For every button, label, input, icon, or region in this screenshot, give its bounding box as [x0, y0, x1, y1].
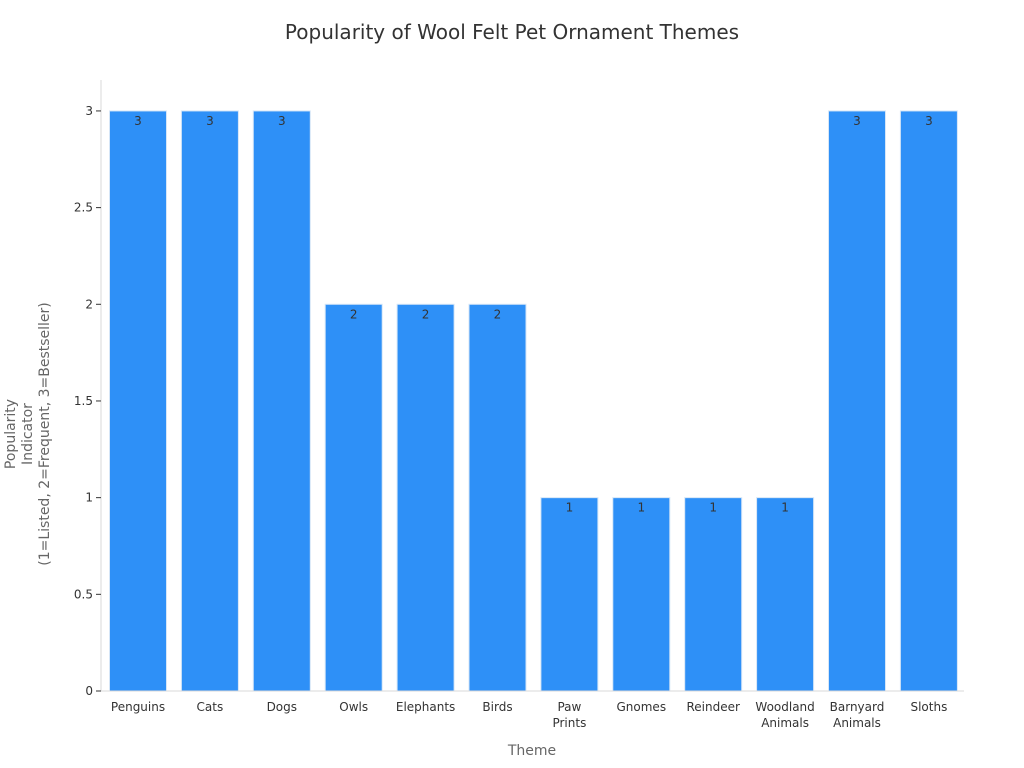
x-tick-label-line: Penguins [111, 700, 165, 714]
y-axis-title-line: Popularity [3, 399, 19, 469]
bar [468, 303, 527, 692]
bar [899, 110, 958, 692]
y-tick-label: 3 [85, 104, 93, 118]
bar [612, 497, 671, 692]
x-tick-label: Barnyard Animals [830, 700, 885, 730]
bar-value-label: 2 [350, 307, 358, 321]
bar-value-label: 1 [566, 501, 574, 515]
x-tick-label: Elephants [396, 700, 455, 714]
x-tick-label: Woodland Animals [755, 700, 814, 730]
x-tick-label-line: Animals [833, 716, 881, 730]
x-tick-label-line: Sloths [910, 700, 947, 714]
bar-value-label: 1 [709, 501, 717, 515]
bar-value-label: 3 [853, 114, 861, 128]
bar-value-label: 2 [422, 307, 430, 321]
bar [396, 303, 455, 692]
x-tick-label-line: Paw [557, 700, 581, 714]
bar-value-label: 3 [134, 114, 142, 128]
y-axis-title: PopularityIndicator(1=Listed, 2=Frequent… [3, 302, 53, 566]
x-tick-label: Cats [197, 700, 224, 714]
x-tick-label-line: Gnomes [617, 700, 667, 714]
y-tick-label: 0 [85, 684, 93, 698]
x-tick-label: Owls [339, 700, 368, 714]
bars-group [109, 110, 958, 692]
bar-value-label: 3 [278, 114, 286, 128]
x-tick-label-line: Birds [482, 700, 512, 714]
x-tick-label: Sloths [910, 700, 947, 714]
bar [109, 110, 167, 692]
bar [324, 303, 383, 692]
bar [180, 110, 239, 692]
x-tick-label-line: Owls [339, 700, 368, 714]
x-tick-label: Dogs [267, 700, 297, 714]
bar-value-label: 3 [206, 114, 214, 128]
x-tick-label: Birds [482, 700, 512, 714]
bar [684, 497, 743, 692]
y-tick-label: 2.5 [74, 201, 93, 215]
y-tick-label: 0.5 [74, 587, 93, 601]
y-tick-label: 1 [85, 491, 93, 505]
x-tick-label-line: Animals [761, 716, 809, 730]
bar [252, 110, 311, 692]
x-tick-label: Gnomes [617, 700, 667, 714]
x-tick-label-line: Reindeer [686, 700, 740, 714]
x-tick-label: Penguins [111, 700, 165, 714]
x-tick-label-line: Prints [552, 716, 586, 730]
x-axis: Penguins Cats Dogs Owls Elephants Birds Paw Pri… [101, 690, 964, 730]
bar-labels-group: 3 3 3 2 2 2 1 1 1 1 3 3 [134, 114, 933, 515]
bar [756, 497, 815, 692]
x-tick-label: Reindeer [686, 700, 740, 714]
x-tick-label-line: Dogs [267, 700, 297, 714]
x-tick-label-line: Cats [197, 700, 224, 714]
x-tick-label-line: Barnyard [830, 700, 885, 714]
chart-title: Popularity of Wool Felt Pet Ornament The… [284, 20, 740, 44]
x-tick-label-line: Woodland [755, 700, 814, 714]
bar [540, 497, 599, 692]
bar-value-label: 3 [925, 114, 933, 128]
y-axis: 0 0.5 1 1.5 2 2.5 3 [74, 80, 102, 698]
x-tick-label-line: Elephants [396, 700, 455, 714]
bar [828, 110, 886, 692]
bar-value-label: 1 [781, 501, 789, 515]
bar-value-label: 1 [637, 501, 645, 515]
x-axis-title: Theme [507, 743, 556, 759]
y-axis-title-line: (1=Listed, 2=Frequent, 3=Bestseller) [37, 302, 53, 566]
y-tick-label: 2 [85, 297, 93, 311]
x-tick-label: Paw Prints [552, 700, 586, 730]
bar-value-label: 2 [494, 307, 502, 321]
y-tick-label: 1.5 [74, 394, 93, 408]
y-axis-title-line: Indicator [20, 403, 36, 465]
